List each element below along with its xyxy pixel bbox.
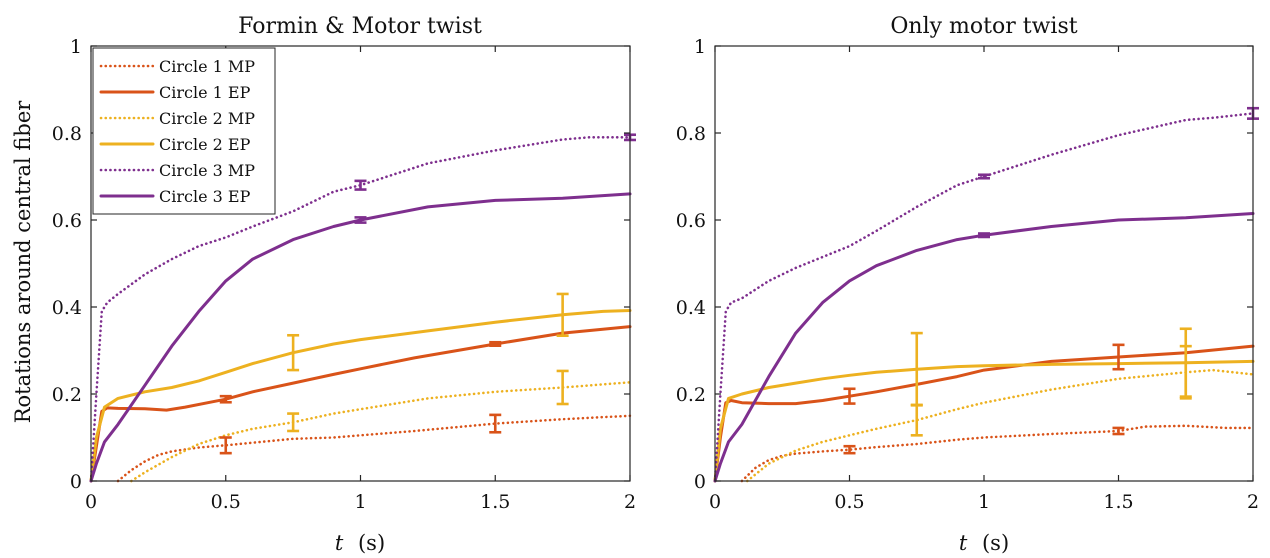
y-axis-label: Rotations around central fiber — [11, 100, 35, 424]
x-tick-label: 1.5 — [480, 491, 510, 513]
series-line-circle-1-mp — [740, 424, 1255, 483]
legend-label: Circle 1 MP — [159, 57, 255, 76]
y-tick-label: 0.4 — [676, 297, 706, 319]
error-bar — [354, 216, 367, 224]
legend: Circle 1 MP Circle 1 EP Circle 2 MP Circle … — [92, 47, 276, 215]
y-tick-label: 0 — [70, 471, 82, 493]
x-tick-label: 0.5 — [834, 491, 864, 513]
error-bar — [287, 412, 300, 433]
error-bar — [556, 369, 569, 406]
legend-box — [92, 47, 276, 215]
series-line-circle-3-ep — [713, 212, 1255, 483]
series-line-circle-2-ep — [89, 309, 632, 483]
y-tick-label: 0.2 — [52, 384, 82, 406]
series-line-circle-1-ep — [89, 325, 632, 483]
x-tick-label: 1 — [354, 491, 366, 513]
series-line-circle-2-mp — [745, 368, 1255, 483]
legend-label: Circle 3 EP — [159, 187, 251, 206]
series-line-circle-2-ep — [713, 359, 1255, 483]
chart-only-motor-twist: Only motor twist t (s) 0 0.5 1 1.5 2 0 0.2 0.4 0… — [676, 14, 1259, 555]
y-tick-label: 0.8 — [676, 123, 706, 145]
chart-title: Only motor twist — [890, 14, 1077, 39]
error-bar — [287, 333, 300, 372]
error-bar — [219, 394, 232, 404]
x-axis-variable: t — [959, 531, 968, 555]
x-tick-label: 0 — [85, 491, 97, 513]
error-bar — [219, 436, 232, 455]
error-bar — [556, 292, 569, 338]
chart-formin-motor-twist: Formin & Motor twist Rotations around ce… — [11, 14, 636, 555]
error-bar — [978, 173, 990, 180]
x-tick-label: 2 — [624, 491, 636, 513]
error-bar — [910, 331, 923, 407]
x-tick-label: 2 — [1247, 491, 1259, 513]
error-bar — [1112, 426, 1125, 436]
series-line-circle-3-mp — [89, 136, 632, 483]
series-line-circle-3-ep — [89, 192, 632, 483]
error-bar — [489, 340, 502, 348]
series-line-circle-3-mp — [713, 112, 1255, 483]
legend-label: Circle 2 MP — [159, 109, 255, 128]
error-bar — [978, 232, 990, 239]
error-bar — [1179, 327, 1192, 398]
x-tick-label: 1.5 — [1103, 491, 1133, 513]
error-bar — [1112, 343, 1125, 371]
legend-label: Circle 3 MP — [159, 161, 255, 180]
plot-area — [715, 46, 1253, 481]
legend-label: Circle 2 EP — [159, 135, 251, 154]
y-tick-label: 1 — [70, 36, 82, 58]
error-bar — [843, 444, 856, 455]
x-axis-unit: (s) — [358, 531, 385, 555]
y-tick-label: 0.8 — [52, 123, 82, 145]
legend-label: Circle 1 EP — [159, 83, 251, 102]
x-tick-label: 0 — [709, 491, 721, 513]
y-tick-label: 0.4 — [52, 297, 82, 319]
y-tick-label: 0.6 — [52, 210, 82, 232]
y-tick-label: 0.2 — [676, 384, 706, 406]
y-tick-label: 1 — [694, 36, 706, 58]
series-line-circle-1-mp — [116, 414, 632, 483]
error-bar — [843, 387, 856, 405]
y-tick-label: 0.6 — [676, 210, 706, 232]
y-tick-label: 0 — [694, 471, 706, 493]
x-axis-label: t (s) — [335, 531, 385, 555]
x-axis-label: t (s) — [959, 531, 1009, 555]
x-axis-variable: t — [335, 531, 344, 555]
chart-title: Formin & Motor twist — [238, 14, 482, 39]
x-axis-unit: (s) — [982, 531, 1009, 555]
x-tick-label: 0.5 — [211, 491, 241, 513]
x-tick-label: 1 — [978, 491, 990, 513]
error-bar — [354, 179, 367, 191]
error-bar — [489, 413, 502, 434]
